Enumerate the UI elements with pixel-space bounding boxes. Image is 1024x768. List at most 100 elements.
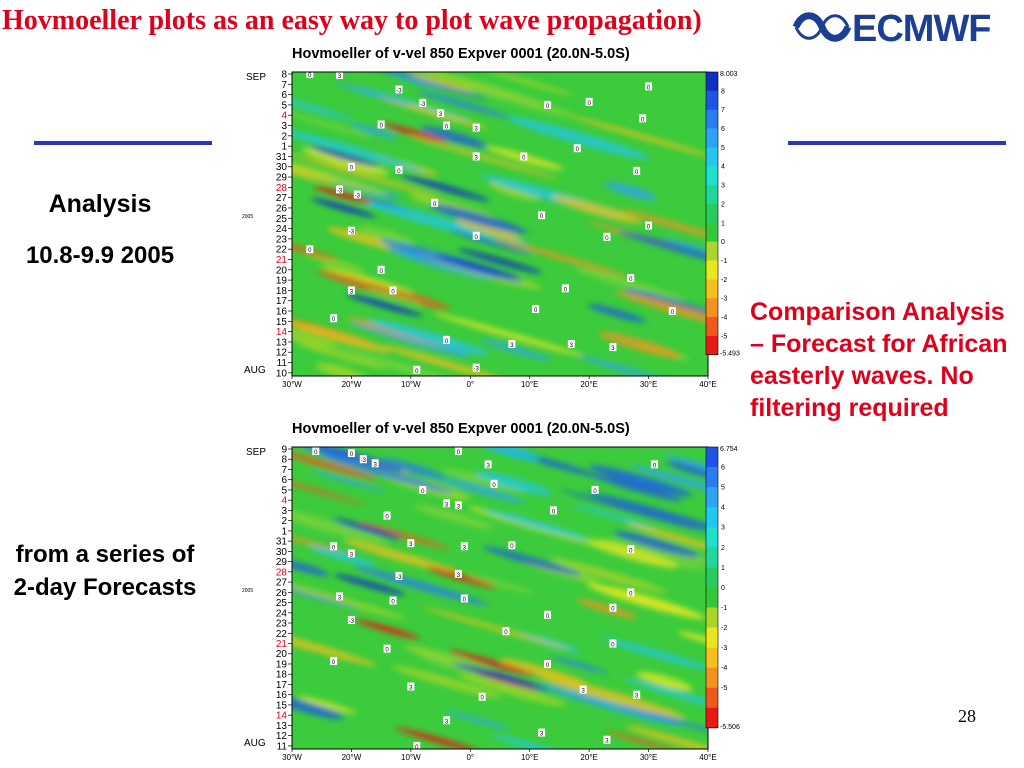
wave-streak <box>601 637 708 671</box>
contour-label: 0 <box>445 125 449 131</box>
y-tick-label: 16 <box>276 307 288 318</box>
wave-streak <box>334 82 412 106</box>
contour-label: 0 <box>332 660 336 666</box>
contour-label-box <box>633 690 641 699</box>
contour-label: 0 <box>397 169 401 175</box>
wave-streak <box>448 230 533 255</box>
contour-label-box <box>544 659 552 668</box>
x-tick-label: 20°E <box>580 380 597 389</box>
colorbar-segment <box>706 507 718 528</box>
colorbar-tick-label: 0 <box>721 239 725 246</box>
contour-label-box <box>347 449 355 458</box>
contour-label: 0 <box>576 147 580 153</box>
wave-streak <box>445 710 511 730</box>
colorbar-tick-label: 3 <box>721 525 725 532</box>
colorbar-frame <box>705 446 719 729</box>
y-tick-label: 14 <box>276 711 288 722</box>
contour-label-box <box>478 692 486 701</box>
contour-label-box <box>627 588 635 597</box>
wave-streak <box>330 346 475 376</box>
colorbar-segment <box>706 128 718 148</box>
wave-streak <box>391 665 502 699</box>
contour-label: 3 <box>350 289 354 295</box>
colorbar-segment <box>706 627 718 648</box>
analysis-period: 10.8-9.9 2005 <box>25 242 175 269</box>
wave-streak <box>357 522 451 550</box>
y-tick-label: 20 <box>276 649 288 660</box>
colorbar-tick-label: 2 <box>721 545 725 552</box>
contour-label: -3 <box>349 230 355 236</box>
y-tick-label: 14 <box>276 327 288 338</box>
colorbar-segment <box>706 487 718 508</box>
contour-label-box <box>347 226 355 235</box>
year-label: 2005 <box>242 588 253 594</box>
x-tick-label: 30°W <box>282 380 302 389</box>
colorbar-segment <box>706 185 718 205</box>
contour-label-box <box>330 314 338 323</box>
contour-label-box <box>645 82 653 91</box>
y-tick-label: 2 <box>281 131 287 142</box>
contour-label: 0 <box>445 339 449 345</box>
wave-streak <box>416 90 511 119</box>
wave-streak <box>466 574 535 595</box>
contour-label: 3 <box>445 719 449 725</box>
contour-label-box <box>347 549 355 558</box>
contour-label-box <box>454 447 462 456</box>
colorbar-segment <box>706 241 718 261</box>
y-tick-label: 27 <box>276 193 288 204</box>
colorbar-tick-label: 4 <box>721 164 725 171</box>
y-tick-label: 28 <box>276 183 288 194</box>
colorbar-tick-label: -2 <box>721 625 727 632</box>
contour-label: 0 <box>534 308 538 314</box>
hovmoeller-field-0: 0 3 -3 -3 3 0 3 0 0 0 0 0 0 0 3 0 0 0 -3 -3 0 0 -3 0 0 0 0 0 3 0 0 0 0 0 0… <box>292 72 708 376</box>
contour-label: 0 <box>635 170 639 176</box>
wave-streak <box>613 531 700 558</box>
wave-streak <box>588 464 693 497</box>
y-tick-label: 4 <box>281 496 287 507</box>
y-tick-label: 21 <box>276 639 288 650</box>
hovmoeller-title-forecast: Hovmoeller of v-vel 850 Expver 0001 (20.… <box>292 421 630 437</box>
wave-streak <box>587 304 646 323</box>
contour-label-box <box>567 339 575 348</box>
contour-label-box <box>627 274 635 283</box>
colorbar-max-label: 6.754 <box>720 446 738 453</box>
hovmoeller-title-analysis: Hovmoeller of v-vel 850 Expver 0001 (20.… <box>292 46 630 62</box>
x-tick-label: 40°E <box>699 380 716 389</box>
ecmwf-logo-graphic: ECMWF <box>792 8 992 50</box>
wave-streak <box>561 489 707 532</box>
colorbar-segment <box>706 260 718 280</box>
y-tick-label: 24 <box>276 608 288 619</box>
colorbar-tick-label: -3 <box>721 645 727 652</box>
contour-label-box <box>472 363 480 372</box>
x-tick-label: 20°E <box>580 753 597 762</box>
contour-label-box <box>651 460 659 469</box>
colorbar-segment <box>706 687 718 709</box>
contour-label-box <box>336 592 344 601</box>
wave-streak <box>551 195 642 224</box>
contour-label-box <box>603 735 611 744</box>
wave-streak <box>316 269 451 310</box>
y-tick-label: 31 <box>276 152 288 163</box>
contour-label-box <box>460 542 468 551</box>
wave-core <box>382 123 448 144</box>
contour-label-box <box>443 499 451 508</box>
wave-streak <box>305 253 366 272</box>
colorbar-segment <box>706 447 718 468</box>
contour-label: 0 <box>647 85 651 91</box>
wave-core <box>313 185 372 204</box>
contour-label-box <box>336 72 344 80</box>
wave-core <box>311 198 376 218</box>
y-tick-label: 22 <box>276 629 288 640</box>
contour-label: -3 <box>355 194 361 200</box>
wave-streak <box>617 230 708 269</box>
wave-streak <box>292 450 378 480</box>
contour-label: 0 <box>433 202 437 208</box>
colorbar-segment <box>706 335 718 356</box>
contour-label-box <box>443 121 451 130</box>
contour-label: 0 <box>593 489 597 495</box>
wave-streak <box>442 468 525 494</box>
contour-label: 3 <box>350 552 354 558</box>
contour-label: -3 <box>396 575 402 581</box>
contour-label: 3 <box>409 542 413 548</box>
x-tick-label: 30°W <box>282 753 302 762</box>
